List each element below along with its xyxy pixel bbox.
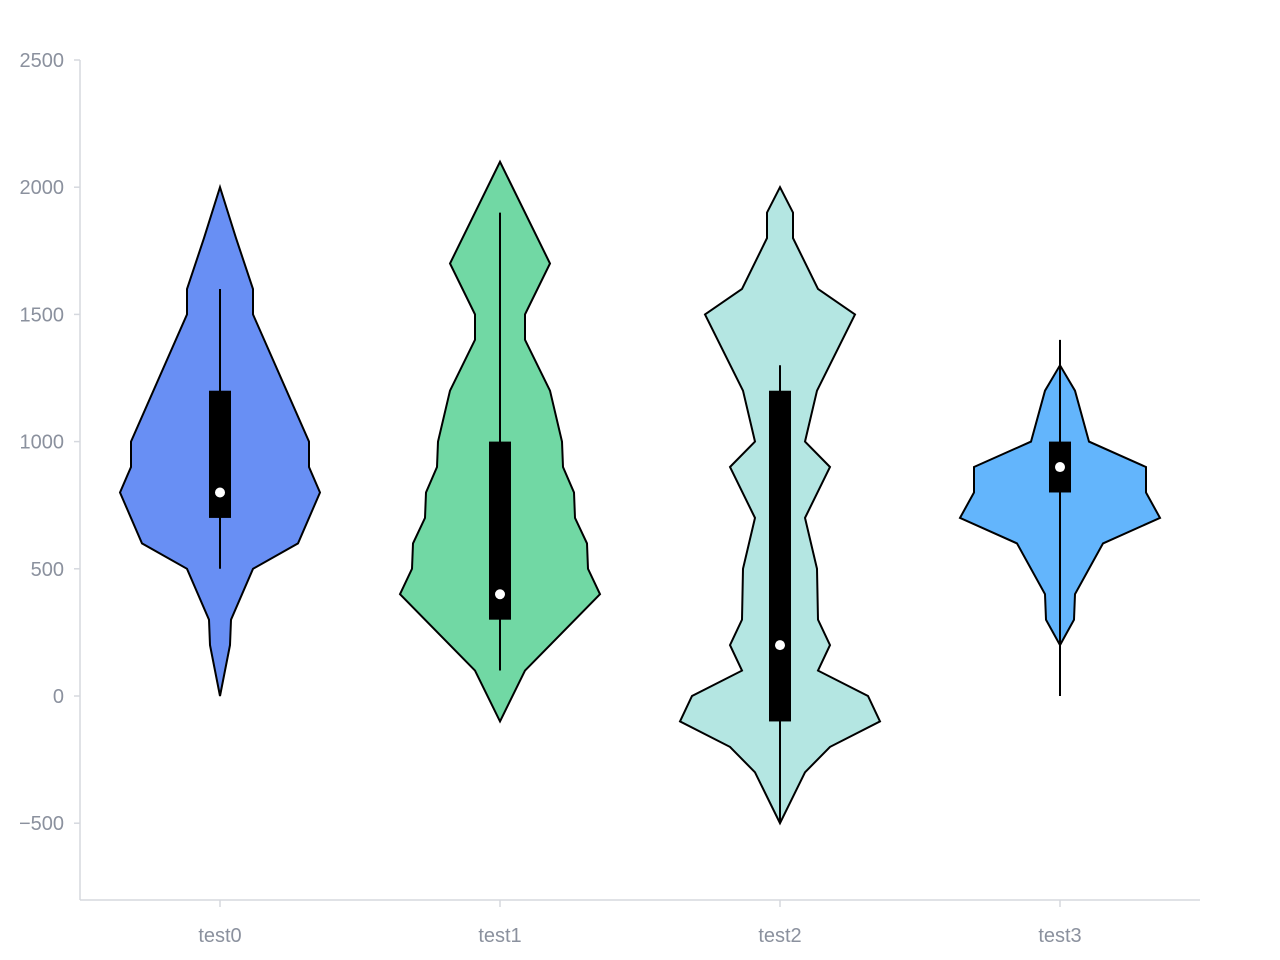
median-point <box>775 640 785 651</box>
violin-test0 <box>118 183 322 697</box>
violin-test2 <box>678 185 882 826</box>
violin-test1 <box>398 159 602 724</box>
y-tick-label: 500 <box>31 559 64 581</box>
y-tick-label: 2500 <box>20 50 65 72</box>
x-tick-label-test3: test3 <box>1038 925 1081 947</box>
x-tick-label-test1: test1 <box>478 925 521 947</box>
y-tick-label: 1000 <box>20 432 65 454</box>
y-axis-ticks: 2500 2000 1500 1000 500 0 −500 <box>19 50 80 835</box>
interquartile-box <box>769 390 791 722</box>
median-point <box>495 589 505 600</box>
median-point <box>1055 462 1065 473</box>
violins <box>118 159 1162 826</box>
median-point <box>215 487 225 498</box>
x-tick-label-test2: test2 <box>758 925 801 947</box>
interquartile-box <box>209 390 231 518</box>
y-tick-label: 2000 <box>20 177 65 199</box>
y-tick-label: 0 <box>53 686 64 708</box>
x-axis-ticks: test0 test1 test2 test3 <box>198 900 1082 947</box>
x-tick-label-test0: test0 <box>198 925 241 947</box>
violin-test3 <box>958 339 1162 696</box>
axes <box>79 60 1200 901</box>
interquartile-box <box>489 441 511 620</box>
y-tick-label: 1500 <box>20 304 65 326</box>
y-tick-label: −500 <box>19 813 64 835</box>
